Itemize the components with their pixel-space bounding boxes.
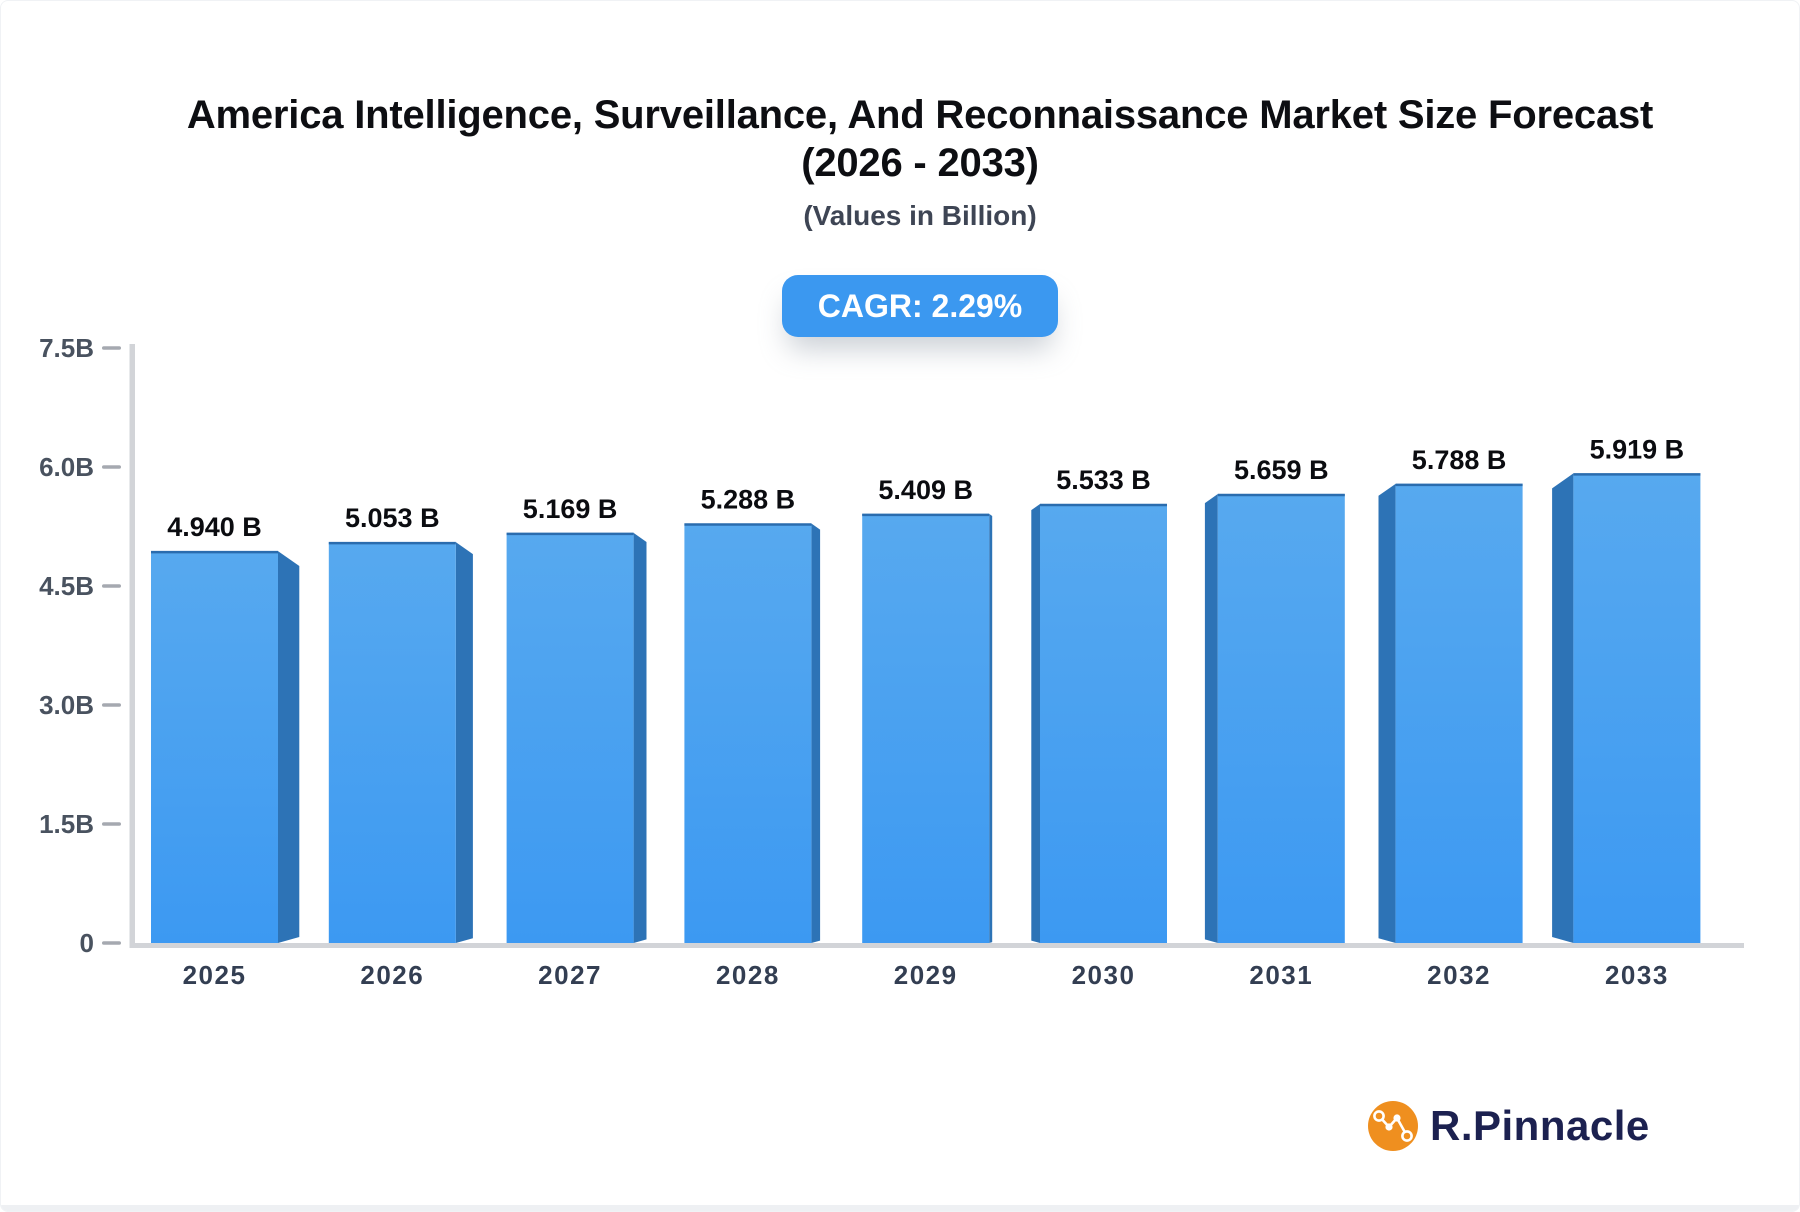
bar-2033 bbox=[1573, 473, 1701, 943]
bar-value-label: 4.940 B bbox=[167, 512, 262, 542]
bar-side-face-2033 bbox=[1552, 473, 1574, 943]
chart-subtitle: (Values in Billion) bbox=[803, 200, 1037, 231]
cagr-badge: CAGR: 2.29% bbox=[781, 275, 1059, 337]
bar-2027 bbox=[506, 532, 634, 943]
bar-value-label: 5.409 B bbox=[878, 475, 973, 505]
bar-value-label: 5.919 B bbox=[1590, 434, 1685, 464]
bar-value-label: 5.788 B bbox=[1412, 445, 1507, 475]
bar-side-face-2031 bbox=[1204, 494, 1218, 943]
y-axis-line bbox=[129, 344, 135, 948]
chart-title-line2: (2026 - 2033) bbox=[801, 141, 1039, 185]
x-axis-label-2031: 2031 bbox=[1249, 960, 1313, 990]
bar-side-face-2029 bbox=[989, 513, 993, 943]
bar-value-label: 5.169 B bbox=[523, 494, 618, 524]
x-axis-label-2028: 2028 bbox=[716, 960, 780, 990]
y-tick-label: 4.5B bbox=[39, 571, 94, 601]
y-tick-dash bbox=[102, 822, 121, 826]
bar-value-label: 5.288 B bbox=[701, 484, 796, 514]
network-graph-icon bbox=[1368, 1101, 1418, 1151]
x-axis-label-2029: 2029 bbox=[894, 960, 958, 990]
y-tick-dash bbox=[102, 584, 121, 588]
bar-value-label: 5.533 B bbox=[1056, 465, 1151, 495]
x-axis-label-2026: 2026 bbox=[360, 960, 424, 990]
y-tick-label: 0 bbox=[80, 928, 94, 958]
x-axis-line bbox=[132, 943, 1744, 948]
bar-side-face-2027 bbox=[633, 532, 647, 943]
bar-2029 bbox=[862, 513, 990, 943]
chart-title-line1: America Intelligence, Surveillance, And … bbox=[186, 93, 1654, 137]
brand-logo: R.Pinnacle bbox=[1368, 1101, 1650, 1151]
bar-2028 bbox=[684, 523, 812, 943]
y-tick-label: 6.0B bbox=[39, 452, 94, 482]
bar-side-face-2032 bbox=[1378, 483, 1396, 943]
y-tick-dash bbox=[102, 703, 121, 707]
bar-side-face-2030 bbox=[1031, 504, 1040, 943]
y-tick-label: 1.5B bbox=[39, 809, 94, 839]
y-tick-label: 3.0B bbox=[39, 690, 94, 720]
bar-value-label: 5.053 B bbox=[345, 503, 440, 533]
x-axis-label-2027: 2027 bbox=[538, 960, 602, 990]
bar-2030 bbox=[1040, 504, 1167, 943]
bar-2026 bbox=[328, 542, 456, 943]
bar-2025 bbox=[151, 551, 278, 943]
y-tick-dash bbox=[102, 346, 121, 350]
bar-side-face-2025 bbox=[278, 551, 300, 943]
x-axis-label-2030: 2030 bbox=[1072, 960, 1136, 990]
card-bottom-edge bbox=[1, 1205, 1799, 1211]
bar-2032 bbox=[1395, 483, 1523, 943]
x-axis-label-2032: 2032 bbox=[1427, 960, 1491, 990]
bar-side-face-2028 bbox=[811, 523, 821, 943]
x-axis-label-2033: 2033 bbox=[1605, 960, 1669, 990]
y-tick-label: 7.5B bbox=[39, 333, 94, 363]
x-axis-label-2025: 2025 bbox=[183, 960, 247, 990]
chart-header: America Intelligence, Surveillance, And … bbox=[41, 91, 1799, 337]
y-tick-dash bbox=[102, 465, 121, 469]
bar-value-label: 5.659 B bbox=[1234, 455, 1329, 485]
brand-name: R.Pinnacle bbox=[1430, 1102, 1650, 1149]
bar-side-face-2026 bbox=[455, 542, 473, 943]
y-tick-dash bbox=[102, 941, 121, 945]
bar-2031 bbox=[1217, 494, 1345, 943]
